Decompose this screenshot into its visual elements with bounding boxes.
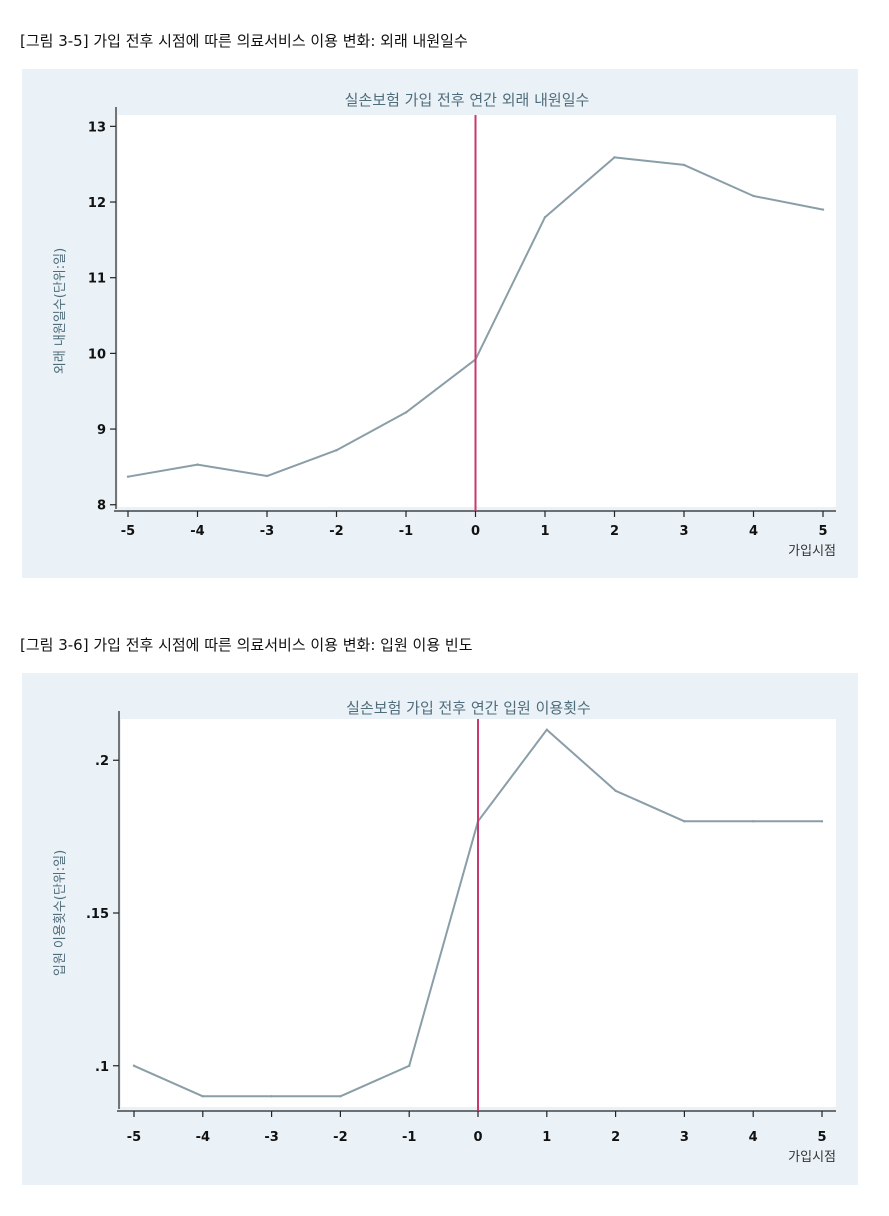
data-point (543, 215, 547, 219)
x-tick-label: -2 (333, 1130, 347, 1145)
x-tick-label: 0 (473, 1130, 482, 1145)
data-point (613, 156, 616, 159)
x-tick-label: -2 (329, 524, 343, 539)
inpatient-frequency-line-chart: 실손보험 가입 전후 연간 입원 이용횟수 .1 .15 .2 -5 -4 -3 -2 -1 0 1… (53, 699, 836, 1165)
data-point (752, 194, 755, 198)
data-point (132, 1064, 136, 1067)
x-axis-title: 가입시점 (788, 544, 836, 559)
data-point (201, 1095, 204, 1098)
x-tick-label: -1 (402, 1130, 416, 1145)
x-tick-label: 4 (749, 524, 758, 539)
data-point (265, 474, 269, 478)
data-point (196, 463, 199, 466)
figure-caption-3-6: [그림 3-6] 가입 전후 시점에 따른 의료서비스 이용 변화: 입원 이용… (20, 636, 473, 654)
y-tick-label: 12 (88, 196, 106, 211)
y-tick-label: 10 (88, 347, 106, 362)
x-tick-label: -5 (121, 524, 135, 539)
data-point (683, 820, 686, 823)
x-tick-label: 1 (542, 1130, 551, 1145)
y-tick-label: .15 (86, 907, 109, 922)
chart-panel-inpatient-frequency: 실손보험 가입 전후 연간 입원 이용횟수 .1 .15 .2 -5 -4 -3 -2 -1 0 1… (22, 673, 858, 1185)
data-point (682, 163, 686, 167)
y-tick-label: .1 (95, 1060, 109, 1075)
x-tick-label: -4 (196, 1130, 210, 1145)
data-point (126, 475, 130, 478)
y-tick-label: 8 (97, 499, 106, 514)
data-point (408, 1064, 411, 1067)
data-point (404, 411, 408, 414)
x-axis-title: 가입시점 (788, 1150, 836, 1165)
x-tick-label: -1 (399, 524, 413, 539)
y-axis-title: 외래 내원일수(단위:일) (53, 248, 68, 374)
x-tick-label: -3 (260, 524, 274, 539)
x-tick-label: 1 (540, 524, 549, 539)
plot-area (118, 115, 836, 507)
x-tick-label: 2 (611, 1130, 620, 1145)
x-tick-label: 0 (471, 524, 480, 539)
data-point (270, 1095, 273, 1098)
data-point (335, 449, 338, 452)
x-tick-label: 4 (749, 1130, 758, 1145)
data-point (820, 820, 824, 823)
x-tick-label: 5 (817, 1130, 826, 1145)
y-axis-title: 입원 이용횟수(단위:일) (53, 850, 68, 976)
y-tick-label: .2 (95, 754, 109, 769)
x-tick-label: 3 (679, 524, 688, 539)
x-tick-label: 5 (818, 524, 827, 539)
x-tick-label: -5 (127, 1130, 141, 1145)
data-point (614, 789, 617, 792)
data-point (821, 208, 825, 211)
data-point (545, 728, 548, 731)
x-tick-label: -4 (190, 524, 204, 539)
chart-title: 실손보험 가입 전후 연간 외래 내원일수 (345, 91, 590, 109)
data-point (752, 820, 755, 823)
x-tick-label: 2 (610, 524, 619, 539)
figure-caption-3-5: [그림 3-5] 가입 전후 시점에 따른 의료서비스 이용 변화: 외래 내원… (20, 32, 468, 50)
y-tick-label: 13 (88, 120, 106, 135)
chart-panel-outpatient-days: 실손보험 가입 전후 연간 외래 내원일수 8 9 10 11 12 13 -5 -4 -3 -2-… (22, 69, 858, 578)
data-point (339, 1095, 342, 1098)
chart-title: 실손보험 가입 전후 연간 입원 이용횟수 (346, 699, 591, 717)
y-tick-label: 9 (97, 423, 106, 438)
y-tick-label: 11 (88, 272, 106, 287)
x-tick-label: 3 (680, 1130, 689, 1145)
x-tick-label: -3 (264, 1130, 278, 1145)
